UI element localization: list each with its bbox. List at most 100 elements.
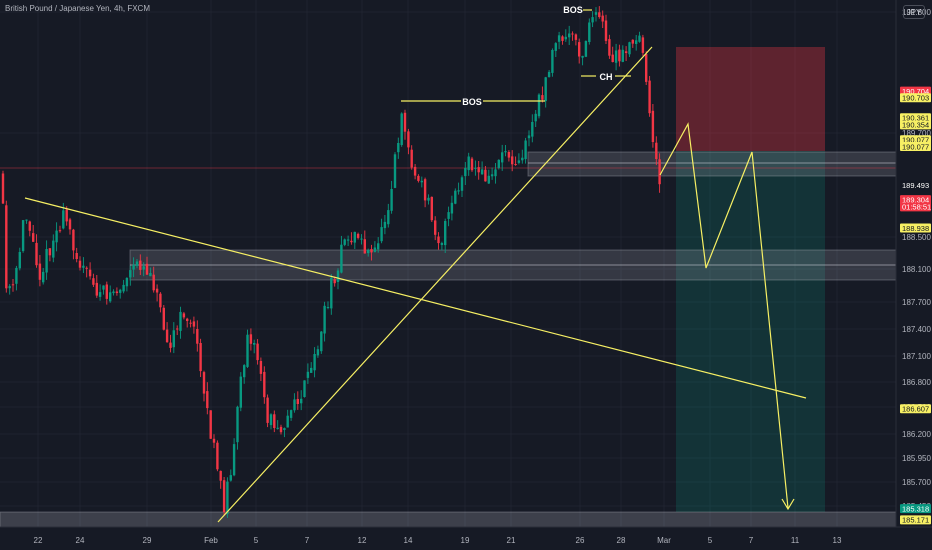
candle-body	[209, 410, 212, 439]
candle-body	[501, 152, 504, 163]
candle-body	[413, 166, 417, 176]
bos-label: BOS	[462, 97, 482, 107]
candle-body	[628, 42, 631, 55]
candle-body	[253, 343, 256, 345]
candle-body	[397, 143, 400, 153]
price-tag-label: 190.077	[902, 142, 929, 151]
candle-body	[283, 428, 286, 430]
candle-body	[306, 371, 310, 378]
candle-body	[226, 481, 229, 515]
price-tick-label: 185.700	[902, 478, 931, 487]
candle-body	[92, 278, 95, 285]
candle-body	[624, 51, 628, 53]
price-tag-bg	[900, 515, 931, 525]
candle-body	[212, 438, 216, 443]
candle-body	[464, 167, 467, 177]
price-tag-label: 186.607	[902, 405, 929, 414]
candle-body	[109, 292, 112, 302]
candle-body	[115, 291, 119, 293]
candle-body	[149, 273, 152, 277]
candle-body	[310, 367, 313, 373]
price-tick-label: 189.700	[902, 129, 931, 138]
candle-body	[313, 354, 316, 371]
candle-body	[541, 95, 544, 100]
candle-body	[407, 131, 410, 148]
candle-body	[648, 80, 651, 114]
price-tag-bg	[900, 202, 931, 212]
price-tick-label: 186.200	[902, 430, 931, 439]
candle-body	[78, 260, 82, 268]
projection-path	[659, 122, 789, 509]
candle-body	[142, 266, 145, 270]
candle-body	[293, 399, 296, 411]
candle-body	[159, 293, 162, 308]
candle-body	[243, 365, 246, 378]
time-tick-label: 7	[305, 536, 310, 545]
candle-body	[82, 265, 85, 268]
candle-body	[119, 289, 122, 293]
candle-body	[356, 233, 360, 238]
candle-body	[62, 210, 65, 229]
candle-body	[551, 50, 554, 73]
candle-body	[25, 219, 28, 221]
time-axis[interactable]: 22 24 29 Feb 5 7 12 14 19 21 26 28 Mar 5 7 11 13	[0, 526, 932, 550]
candle-body	[172, 330, 175, 348]
candle-body	[132, 264, 135, 270]
time-tick-label: 11	[791, 536, 800, 545]
candle-body	[490, 174, 494, 177]
candle-body	[192, 321, 196, 327]
candle-body	[122, 284, 125, 292]
candle-body	[135, 261, 139, 266]
candle-body	[286, 415, 289, 428]
time-tick-label: 22	[34, 536, 43, 545]
candle-body	[574, 34, 578, 40]
candle-body	[594, 12, 598, 15]
candle-body	[477, 167, 480, 173]
candle-body	[162, 307, 165, 330]
candle-body	[266, 397, 269, 423]
resistance-zone	[527, 151, 897, 177]
candle-body	[507, 152, 511, 158]
price-axis-bg	[896, 0, 932, 550]
candle-body	[75, 253, 78, 259]
price-tag-label: 190.354	[902, 121, 929, 130]
candle-body	[95, 282, 98, 296]
descending-trendline	[24, 197, 807, 399]
candle-body	[497, 159, 500, 168]
candle-body	[232, 444, 236, 476]
candle-body	[450, 202, 454, 214]
candle-body	[249, 334, 253, 344]
candle-body	[343, 239, 346, 245]
candle-body	[32, 233, 35, 242]
time-tick-label: 5	[708, 536, 713, 545]
candle-body	[598, 12, 601, 17]
candle-body	[487, 175, 490, 184]
candle-body	[279, 426, 283, 433]
candle-body	[55, 230, 58, 243]
candle-body	[554, 43, 557, 51]
candle-body	[534, 113, 537, 122]
price-axis[interactable]: 191.800 189.700 188.500 188.100 187.700 187.4…	[895, 0, 932, 550]
candle-body	[38, 263, 42, 280]
candle-body	[454, 190, 457, 204]
candle-body	[571, 33, 574, 35]
price-tag-label: 189.304	[902, 195, 929, 204]
candle-body	[434, 220, 437, 235]
candle-body	[52, 240, 55, 258]
candle-body	[229, 475, 232, 481]
candle-body	[440, 243, 444, 245]
candle-body	[467, 156, 470, 171]
price-tag-bg	[900, 195, 931, 205]
candle-body	[246, 334, 249, 367]
currency-button[interactable]: JPY	[903, 5, 925, 19]
price-tick-label: 187.400	[902, 325, 931, 334]
time-tick-label: 19	[461, 536, 470, 545]
candle-body	[641, 37, 645, 53]
candle-body	[557, 35, 561, 42]
candle-body	[474, 167, 477, 169]
candle-body	[387, 210, 390, 225]
candle-body	[139, 260, 142, 270]
time-tick-label: 29	[143, 536, 152, 545]
annotations: BOS BOS CH	[462, 5, 612, 107]
